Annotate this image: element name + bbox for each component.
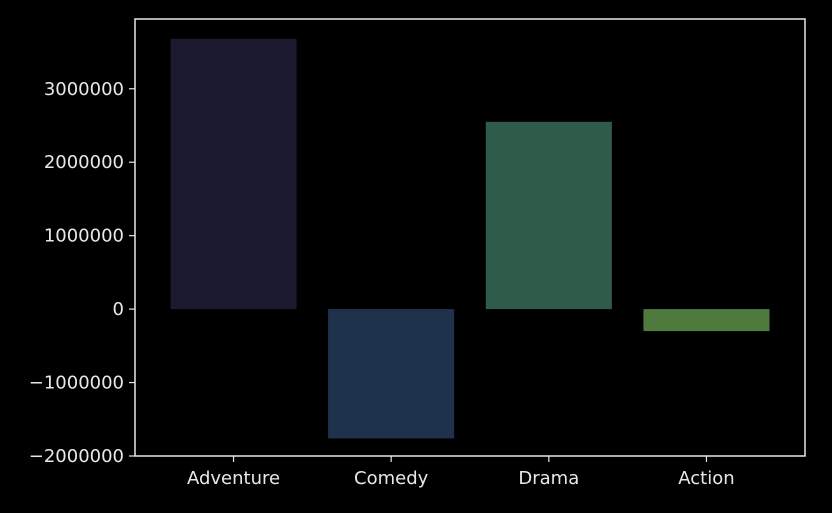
x-tick-label: Adventure — [187, 468, 280, 489]
bar-comedy — [328, 309, 455, 439]
x-tick-label: Drama — [518, 468, 579, 489]
y-tick-label: 2000000 — [44, 152, 124, 173]
y-tick-label: 3000000 — [44, 79, 124, 100]
x-tick-label: Action — [678, 468, 734, 489]
y-tick-label: 0 — [113, 299, 124, 320]
y-tick-label: −2000000 — [29, 446, 124, 467]
plot-area-frame — [134, 18, 806, 457]
y-tick-label: −1000000 — [29, 373, 124, 394]
y-axis: −2000000 −1000000 0 1000000 2000000 3000000 — [29, 79, 135, 467]
bar-drama — [485, 121, 612, 310]
bar-adventure — [170, 38, 297, 310]
bars-layer — [170, 38, 770, 439]
y-tick-label: 1000000 — [44, 226, 124, 247]
x-axis: Adventure Comedy Drama Action — [187, 456, 735, 489]
bar-action — [643, 309, 770, 332]
x-tick-label: Comedy — [354, 468, 429, 489]
